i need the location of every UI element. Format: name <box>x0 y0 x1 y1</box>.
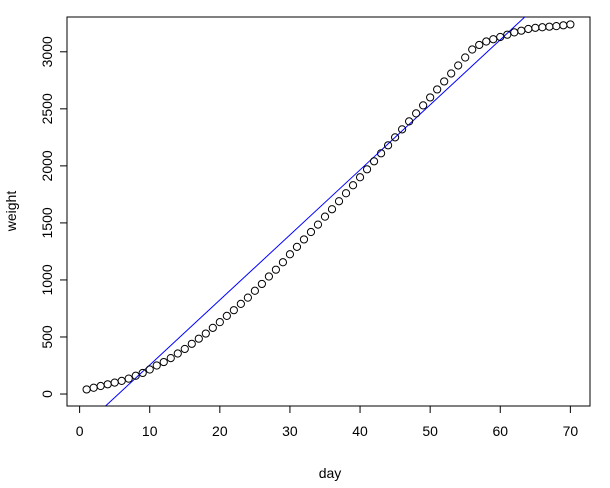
data-point <box>405 117 414 126</box>
y-tick-label: 0 <box>39 390 55 398</box>
data-point <box>524 24 533 34</box>
data-point <box>566 20 575 29</box>
x-tick-label: 60 <box>492 423 508 439</box>
data-point <box>89 383 98 392</box>
data-point <box>517 26 526 35</box>
plot-frame <box>66 16 591 407</box>
y-tick-label: 2500 <box>39 93 55 124</box>
data-point <box>334 197 344 206</box>
x-tick-label: 10 <box>142 423 158 439</box>
data-point <box>229 306 238 315</box>
data-point <box>187 339 196 348</box>
data-point <box>152 361 161 370</box>
x-tick-label: 0 <box>76 423 84 439</box>
data-point <box>110 378 119 387</box>
data-point <box>131 371 140 380</box>
data-point <box>433 85 442 94</box>
y-tick-label: 1500 <box>39 207 55 238</box>
data-point <box>124 374 133 383</box>
data-point <box>257 279 266 289</box>
x-tick-label: 50 <box>422 423 438 439</box>
data-point <box>475 40 484 50</box>
fit-line-layer <box>105 17 526 406</box>
data-point <box>538 23 547 32</box>
data-point <box>243 293 252 302</box>
data-point <box>159 357 168 367</box>
data-point <box>222 311 231 320</box>
data-point <box>391 133 400 142</box>
fit-line <box>105 17 526 406</box>
data-point <box>489 35 498 44</box>
y-axis: 0 500 1000 1500 2000 2500 3000 <box>39 36 68 398</box>
data-point <box>503 30 512 39</box>
data-point <box>510 28 519 37</box>
data-point <box>271 265 281 274</box>
data-point <box>327 205 337 214</box>
data-point <box>440 77 449 86</box>
data-point <box>285 250 295 259</box>
data-point <box>250 286 259 295</box>
data-point <box>376 149 386 158</box>
y-axis-title: weight <box>3 191 19 233</box>
data-point <box>559 21 568 30</box>
x-axis: 0 10 20 30 40 50 60 70 <box>76 405 579 439</box>
data-point <box>496 32 505 42</box>
x-tick-label: 30 <box>282 423 298 439</box>
x-tick-label: 20 <box>212 423 228 439</box>
points-layer <box>82 20 575 394</box>
data-point <box>348 181 358 190</box>
data-point <box>369 157 379 166</box>
data-point <box>194 334 203 343</box>
data-point <box>426 93 435 102</box>
data-point <box>138 368 147 378</box>
data-point <box>412 109 421 118</box>
data-point <box>82 385 91 394</box>
data-point <box>320 212 330 221</box>
data-point <box>117 376 126 386</box>
data-point <box>313 220 323 229</box>
data-point <box>362 165 372 174</box>
x-tick-label: 70 <box>563 423 579 439</box>
data-point <box>419 101 428 110</box>
data-point <box>482 37 491 46</box>
data-point <box>236 299 245 309</box>
data-point <box>145 365 154 374</box>
data-point <box>166 353 175 363</box>
data-point <box>215 318 224 327</box>
data-point <box>96 381 105 391</box>
data-point <box>468 45 477 54</box>
data-point <box>208 323 217 332</box>
data-point <box>103 380 112 389</box>
data-point <box>552 22 561 31</box>
data-point <box>299 235 309 244</box>
data-point <box>341 189 351 198</box>
y-tick-label: 3000 <box>39 36 55 67</box>
data-point <box>278 258 288 267</box>
data-point <box>447 69 456 78</box>
data-point <box>180 344 189 354</box>
data-point <box>306 227 316 237</box>
data-point <box>201 329 210 338</box>
data-point <box>264 272 274 281</box>
data-point <box>545 22 554 31</box>
x-tick-label: 40 <box>352 423 368 439</box>
data-point <box>173 349 182 358</box>
x-axis-title: day <box>319 465 342 481</box>
y-tick-label: 2000 <box>39 150 55 181</box>
data-point <box>398 125 407 134</box>
data-point <box>461 53 470 62</box>
data-point <box>531 23 540 32</box>
data-point <box>454 61 463 70</box>
y-tick-label: 500 <box>39 325 55 349</box>
data-point <box>355 173 365 182</box>
data-point <box>383 141 393 150</box>
y-tick-label: 1000 <box>39 264 55 295</box>
data-point <box>292 242 302 251</box>
